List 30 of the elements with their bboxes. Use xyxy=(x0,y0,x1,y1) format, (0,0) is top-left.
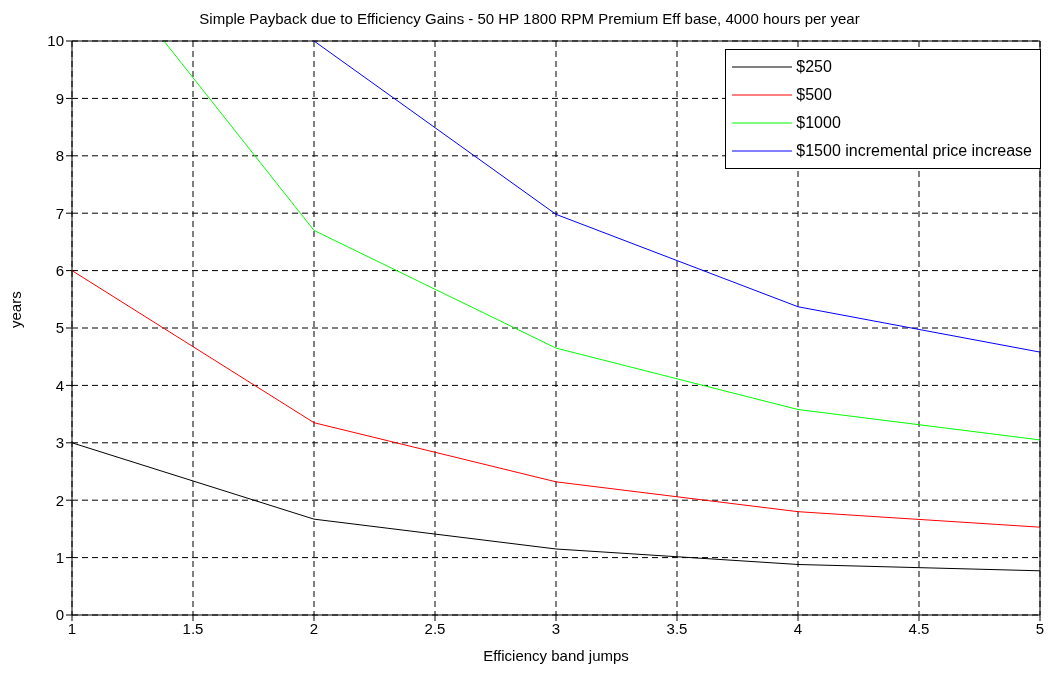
x-tick-label: 3.5 xyxy=(666,619,688,637)
y-tick-label: 10 xyxy=(47,32,64,50)
x-axis-title: Efficiency band jumps xyxy=(483,647,629,664)
x-tick-label: 5 xyxy=(1035,619,1045,637)
line-series xyxy=(72,270,1040,528)
y-tick-label: 2 xyxy=(55,491,64,509)
y-tick-label: 7 xyxy=(55,204,64,222)
x-tick-label: 4.5 xyxy=(908,619,930,637)
x-tick-label: 2.5 xyxy=(424,619,446,637)
legend-label: $250 xyxy=(796,58,832,76)
y-tick-label: 9 xyxy=(55,89,64,107)
y-tick-label: 8 xyxy=(55,147,64,165)
y-tick-label: 4 xyxy=(55,376,64,394)
y-tick-label: 0 xyxy=(55,606,64,624)
line-series xyxy=(163,41,1040,441)
y-tick-label: 1 xyxy=(55,548,64,566)
y-tick-label: 3 xyxy=(55,434,64,452)
x-tick-label: 1.5 xyxy=(182,619,204,637)
y-axis-title: years xyxy=(7,291,25,328)
legend-label: $1500 incremental price increase xyxy=(796,142,1032,160)
x-tick-label: 1 xyxy=(67,619,77,637)
y-tick-label: 6 xyxy=(55,261,64,279)
legend-label: $1000 xyxy=(796,114,841,132)
x-tick-label: 3 xyxy=(551,619,561,637)
x-tick-label: 4 xyxy=(793,619,803,637)
x-tick-label: 2 xyxy=(309,619,319,637)
legend-label: $500 xyxy=(796,86,832,104)
y-tick-label: 5 xyxy=(55,319,64,337)
line-series xyxy=(313,41,1040,353)
chart-title: Simple Payback due to Efficiency Gains - 50 HP 1800 RPM Premium Eff base, 4000 hours per year xyxy=(198,10,861,27)
